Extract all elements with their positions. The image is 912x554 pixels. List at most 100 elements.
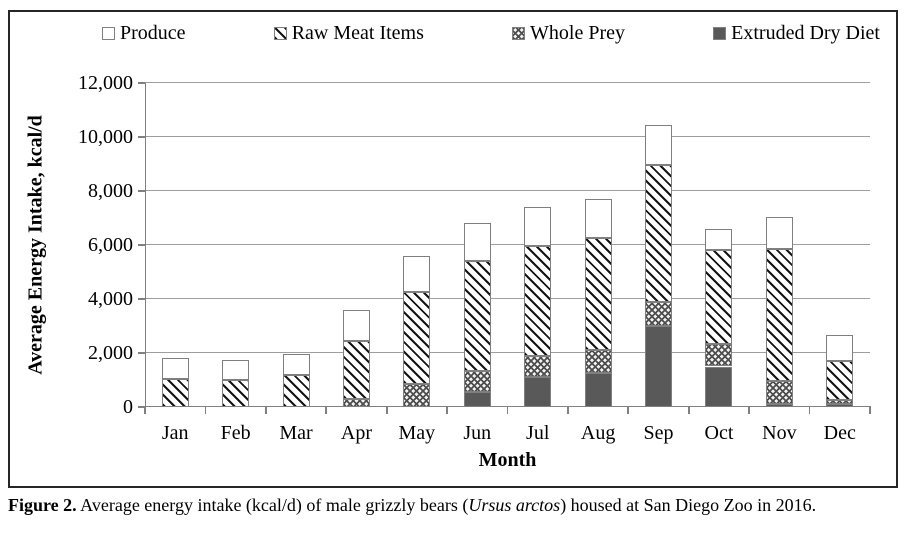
bar-segment [161,378,189,407]
x-axis-label: Jun [463,422,492,444]
bar-segment [342,309,370,341]
x-axis-label: Oct [704,422,734,444]
x-axis-label: Mar [279,422,313,444]
x-axis-label: Nov [762,422,797,444]
chart-legend: Produce Raw Meat Items Whole Prey Extruded … [102,22,880,45]
bar-segment [282,374,310,407]
bar-segment [524,377,552,407]
x-axis-tick [506,407,509,414]
legend-swatch-icon [512,27,526,40]
gridline [145,136,870,138]
bar-segment [161,358,189,379]
legend-label: Produce [120,22,186,44]
bar-segment [524,246,552,356]
bar-segment [705,250,733,344]
y-axis-tick [138,298,145,300]
bar-segment [765,404,793,407]
y-tick-label: 0 [123,396,133,418]
legend-label: Raw Meat Items [291,22,424,44]
caption-species-name: Ursus arctos [468,495,561,515]
bar-segment [403,384,431,407]
legend-swatch-icon [713,27,727,40]
gridline [145,82,870,84]
legend-item: Whole Prey [512,22,625,45]
y-axis-tick [138,136,145,138]
x-axis-tick [204,407,207,414]
y-tick-label: 10,000 [78,126,133,148]
y-tick-label: 4,000 [88,288,133,310]
y-axis-tick [138,190,145,192]
bar-segment [222,359,250,380]
bar-segment [826,335,854,362]
legend-label: Extruded Dry Diet [731,22,880,44]
x-axis-label: Apr [340,422,372,444]
bar-segment [765,381,793,405]
legend-item: Produce [102,22,186,45]
bar-segment [282,354,310,375]
legend-item: Raw Meat Items [273,22,424,45]
bar-segment [463,392,491,407]
x-axis-tick [385,407,388,414]
y-tick-label: 12,000 [78,72,133,94]
bar-segment [826,400,854,405]
bar-segment [584,199,612,239]
legend-label: Whole Prey [530,22,625,44]
bar-segment [342,398,370,407]
figure-caption: Figure 2. Average energy intake (kcal/d)… [8,493,906,519]
y-tick-label: 6,000 [88,234,133,256]
bar-segment [705,343,733,367]
bar-segment [645,326,673,407]
x-axis-line [145,406,871,408]
legend-swatch-icon [102,27,115,40]
y-axis-tick [138,82,145,84]
gridline [145,352,870,354]
y-tick-label: 2,000 [88,342,133,364]
y-tick-label: 8,000 [88,180,133,202]
bar-segment [765,249,793,382]
x-axis-tick [264,407,267,414]
x-axis-tick [869,407,871,414]
x-axis-label: Feb [220,422,251,444]
y-axis-line [145,83,146,408]
bar-segment [403,292,431,385]
x-axis-tick [446,407,448,414]
x-axis-label: Jul [526,422,550,444]
x-axis-label: Jan [161,422,189,444]
bar-segment [765,216,793,250]
bar-segment [705,228,733,251]
x-axis-tick [808,407,811,414]
bar-segment [524,355,552,378]
caption-text-after: ) housed at San Diego Zoo in 2016. [560,495,817,515]
bar-segment [463,370,491,393]
x-axis-title: Month [478,449,537,471]
legend-item: Extruded Dry Diet [713,22,880,45]
bar-segment [403,255,431,293]
x-axis-tick [567,407,569,414]
bar-segment [826,404,854,407]
legend-swatch-icon [273,27,287,40]
bar-segment [222,380,250,407]
bar-segment [705,366,733,407]
bar-segment [524,207,552,247]
bar-segment [645,301,673,326]
x-axis-label: Dec [823,422,856,444]
x-axis-tick [687,407,690,414]
caption-figure-label: Figure 2. [8,495,77,515]
bar-segment [645,124,673,166]
bar-segment [584,238,612,351]
y-axis-tick [138,244,145,246]
bar-segment [584,373,612,407]
bar-segment [463,261,491,371]
y-axis-tick [138,352,145,354]
bar-segment [463,223,491,262]
bar-segment [342,340,370,399]
bar-segment [645,165,673,302]
gridline [145,298,870,300]
y-axis-title: Average Energy Intake, kcal/d [24,115,47,375]
x-axis-tick [144,407,146,414]
gridline [145,190,870,192]
x-axis-label: Aug [580,422,616,444]
x-axis-tick [627,407,630,414]
bar-segment [826,361,854,401]
